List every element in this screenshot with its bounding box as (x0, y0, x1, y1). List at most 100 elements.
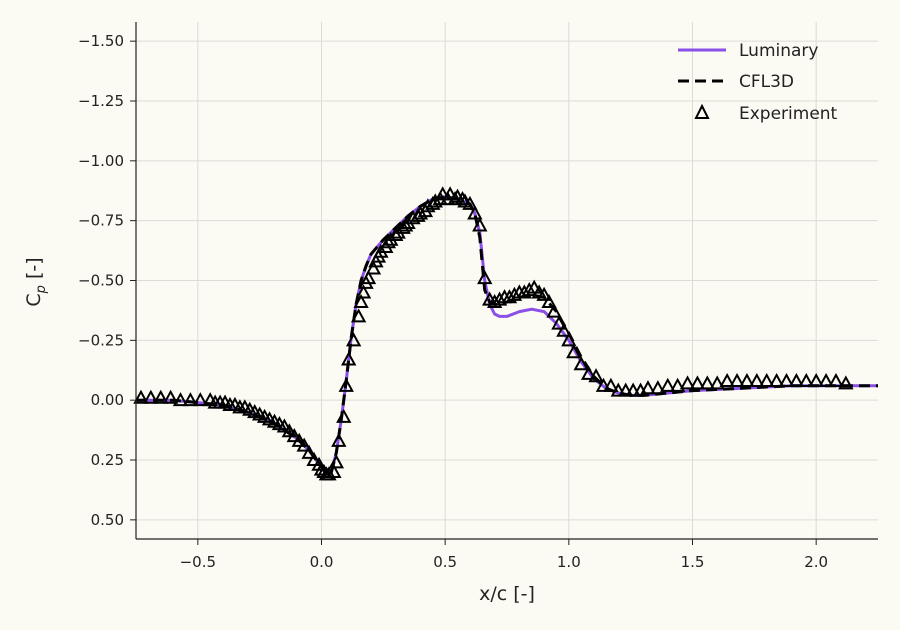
experiment-point (729, 372, 745, 388)
y-tick-label: −1.00 (78, 152, 124, 170)
experiment-point (153, 389, 169, 404)
experiment-point (610, 382, 626, 397)
experiment-point (798, 372, 814, 388)
experiment-point (808, 372, 824, 388)
experiment-point (397, 217, 414, 232)
x-tick-label: −0.5 (180, 553, 216, 571)
legend: Luminary CFL3D Experiment (678, 41, 838, 124)
experiment-point (699, 375, 716, 390)
experiment-point (551, 315, 567, 330)
x-ticks: −0.5 0.0 0.5 1.0 1.5 2.0 (180, 539, 828, 571)
experiment-point (580, 365, 597, 380)
grid (136, 22, 878, 539)
experiment-point (768, 372, 785, 388)
x-tick-label: 1.5 (681, 553, 705, 571)
experiment-point (573, 356, 589, 371)
legend-label-luminary: Luminary (739, 41, 818, 61)
experiment-point (556, 322, 572, 337)
experiment-point (192, 392, 208, 407)
x-tick-label: 2.0 (804, 553, 828, 571)
experiment-point (350, 308, 367, 323)
experiment-point (603, 377, 619, 392)
experiment-point (566, 344, 582, 359)
experiment-point (412, 205, 429, 220)
experiment-point (467, 205, 483, 220)
experiment-point (143, 389, 159, 404)
experiment-point (719, 372, 735, 388)
experiment-point (595, 377, 612, 392)
experiment-point (313, 461, 330, 476)
y-tick-label: 0.25 (91, 451, 124, 469)
experiment-point (650, 380, 666, 395)
experiment-point (759, 372, 775, 388)
experiment-point (454, 191, 471, 206)
experiment-point (588, 368, 604, 383)
experiment-point (341, 351, 357, 366)
experiment-point (355, 284, 372, 299)
experiment-point (501, 289, 518, 304)
experiment-point (521, 281, 537, 297)
legend-swatch-experiment (694, 103, 710, 119)
experiment-point (739, 372, 755, 388)
y-tick-label: −0.75 (78, 212, 124, 230)
experiment-point (447, 191, 463, 206)
experiment-point (276, 418, 293, 433)
y-tick-label: −1.50 (78, 32, 124, 50)
experiment-point (669, 377, 686, 392)
y-tick-label: −1.25 (78, 92, 124, 110)
experiment-point (486, 293, 503, 309)
experiment-point (296, 437, 312, 452)
y-tick-label: 0.50 (91, 511, 124, 529)
experiment-point (345, 332, 362, 347)
experiment-point (321, 466, 337, 481)
experiment-point (172, 392, 189, 407)
experiment-point (182, 392, 199, 407)
experiment-point (380, 234, 396, 249)
experiment-point (516, 284, 532, 299)
experiment-point (133, 389, 149, 404)
experiment-point (462, 195, 478, 210)
experiment-point (709, 375, 725, 390)
experiment-point (291, 432, 307, 447)
experiment-point (365, 260, 382, 275)
plot-area (133, 186, 878, 481)
experiment-point (331, 432, 347, 447)
experiment-point (338, 377, 354, 392)
experiment-point (749, 372, 765, 388)
experiment-point (360, 270, 377, 285)
legend-label-cfl3d: CFL3D (739, 72, 794, 92)
experiment-point (336, 408, 352, 423)
experiment-point (536, 286, 552, 301)
experiment-point (838, 375, 854, 390)
x-axis-label: x/c [-] (479, 583, 535, 605)
experiment-point (660, 377, 676, 392)
experiment-point (353, 293, 369, 309)
experiment-point (427, 193, 443, 208)
experiment-point (546, 303, 562, 318)
experiment-point (301, 444, 317, 459)
experiment-point (541, 293, 557, 309)
experiment-point (689, 375, 706, 390)
x-tick-label: 1.0 (557, 553, 581, 571)
experiment-point (162, 389, 179, 404)
y-ticks: −1.50 −1.25 −1.00 −0.75 −0.50 −0.25 0.00 0.25 0.… (78, 32, 136, 529)
y-tick-label: 0.00 (91, 391, 124, 409)
legend-label-experiment: Experiment (739, 104, 838, 124)
experiment-point (435, 186, 451, 201)
y-axis-label-main: C (23, 293, 45, 306)
experiment-point (388, 226, 404, 242)
experiment-point (625, 382, 641, 397)
experiment-point (828, 372, 844, 388)
experiment-point (281, 423, 298, 438)
y-tick-label: −0.25 (78, 331, 124, 349)
experiment-point (477, 270, 493, 285)
experiment-point (306, 451, 322, 467)
experiment-point (618, 382, 634, 397)
experiment-point (778, 372, 795, 388)
experiment-point (472, 217, 488, 232)
x-tick-label: 0.0 (310, 553, 334, 571)
y-axis-label-suffix: [-] (23, 257, 45, 285)
y-tick-label: −0.50 (78, 272, 124, 290)
